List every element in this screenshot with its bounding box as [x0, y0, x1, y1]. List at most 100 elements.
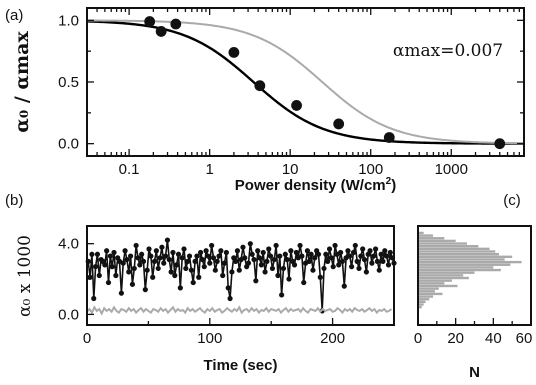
series-line-b-1 [86, 305, 393, 316]
data-point-b [282, 251, 288, 257]
histogram-bar [418, 287, 439, 290]
data-point-b [361, 256, 368, 263]
data-point-b [387, 249, 393, 256]
data-point-b [374, 258, 381, 264]
x-axis-label-c: N [469, 364, 480, 381]
x-tick-label-a: 1000 [435, 161, 468, 178]
data-point-b [354, 258, 360, 264]
data-point-a [383, 132, 395, 143]
x-tick-label-b: 0 [83, 330, 91, 347]
data-point-b [159, 244, 165, 250]
histogram-bar [418, 276, 469, 280]
histogram-bar [418, 284, 458, 288]
histogram-bar [418, 260, 522, 264]
data-point-b [150, 274, 156, 280]
data-point-b [155, 265, 161, 272]
data-point-b [214, 258, 220, 264]
data-point-b [247, 241, 253, 247]
data-point-b [297, 242, 303, 249]
data-point-b [107, 253, 113, 259]
data-point-b [280, 265, 287, 272]
data-point-b [137, 262, 143, 268]
data-point-b [205, 253, 211, 259]
data-point-b [225, 285, 231, 291]
data-point-b [306, 258, 312, 264]
data-point-b [133, 242, 139, 249]
data-point-b [124, 256, 130, 263]
x-tick-label-a: 10 [282, 161, 299, 178]
histogram-bar [418, 255, 513, 258]
histogram-bar [418, 279, 452, 282]
data-point-b [192, 258, 198, 264]
x-tick-label-a: 1 [205, 161, 213, 178]
data-point-b [188, 267, 194, 273]
data-point-b [284, 256, 290, 263]
data-point-a [170, 18, 182, 30]
data-point-b [168, 269, 174, 275]
histogram-bar [418, 292, 443, 296]
data-point-b [186, 253, 193, 259]
data-point-b [179, 255, 185, 261]
data-point-b [175, 251, 182, 257]
y-axis-label-b: α₀ x 1000 [15, 235, 35, 317]
data-point-b [185, 258, 191, 264]
data-point-b [256, 255, 263, 261]
data-point-b [227, 295, 233, 302]
x-tick-label-c: 60 [516, 330, 533, 347]
data-point-b [349, 264, 355, 270]
data-point-b [223, 249, 229, 256]
data-point-b [201, 264, 207, 270]
data-point-b [321, 265, 327, 272]
histogram-bar [418, 268, 501, 272]
data-point-b [299, 253, 305, 259]
data-point-b [236, 267, 242, 273]
axes-frame-b [86, 225, 395, 326]
data-point-b [210, 255, 217, 261]
histogram-bar [418, 266, 494, 269]
histogram-bar [418, 298, 430, 301]
data-point-b [111, 249, 117, 256]
data-point-b [380, 258, 386, 264]
data-point-b [91, 295, 97, 302]
data-point-b [363, 269, 369, 275]
data-point-b [367, 248, 373, 254]
x-tick-label-b: 200 [320, 330, 345, 347]
axes-frame-a [86, 7, 525, 157]
x-tick-label-b: 100 [197, 330, 222, 347]
data-point-b [161, 260, 167, 266]
data-point-b [232, 258, 239, 264]
x-label-end: ) [391, 177, 396, 194]
histogram-bar [418, 290, 435, 293]
data-point-b [376, 267, 382, 273]
data-point-b [127, 253, 134, 259]
y-tick-label-a: 1.0 [58, 12, 79, 29]
histogram-bar [418, 250, 496, 253]
histogram-bar [418, 305, 422, 309]
data-point-b [251, 256, 257, 263]
data-point-b [105, 279, 112, 286]
x-tick-label-c: 40 [485, 330, 502, 347]
data-point-b [301, 279, 307, 286]
data-point-b [326, 246, 333, 252]
data-point-b [212, 267, 218, 273]
data-point-b [221, 260, 228, 266]
data-point-b [229, 269, 235, 275]
data-point-b [262, 269, 268, 275]
data-point-b [166, 256, 172, 263]
data-point-b [358, 253, 364, 259]
data-point-b [337, 249, 344, 256]
histogram-bar [418, 274, 464, 277]
data-point-b [139, 251, 145, 257]
data-point-a [144, 16, 156, 27]
data-point-b [129, 281, 136, 287]
data-point-a [291, 100, 302, 111]
data-point-b [328, 255, 334, 261]
histogram-bar [418, 239, 456, 243]
data-point-b [183, 265, 189, 272]
data-point-b [293, 249, 299, 256]
data-point-b [350, 249, 357, 256]
data-point-b [118, 290, 124, 296]
data-point-b [207, 260, 213, 266]
data-point-b [312, 255, 318, 261]
data-point-a [254, 80, 266, 92]
